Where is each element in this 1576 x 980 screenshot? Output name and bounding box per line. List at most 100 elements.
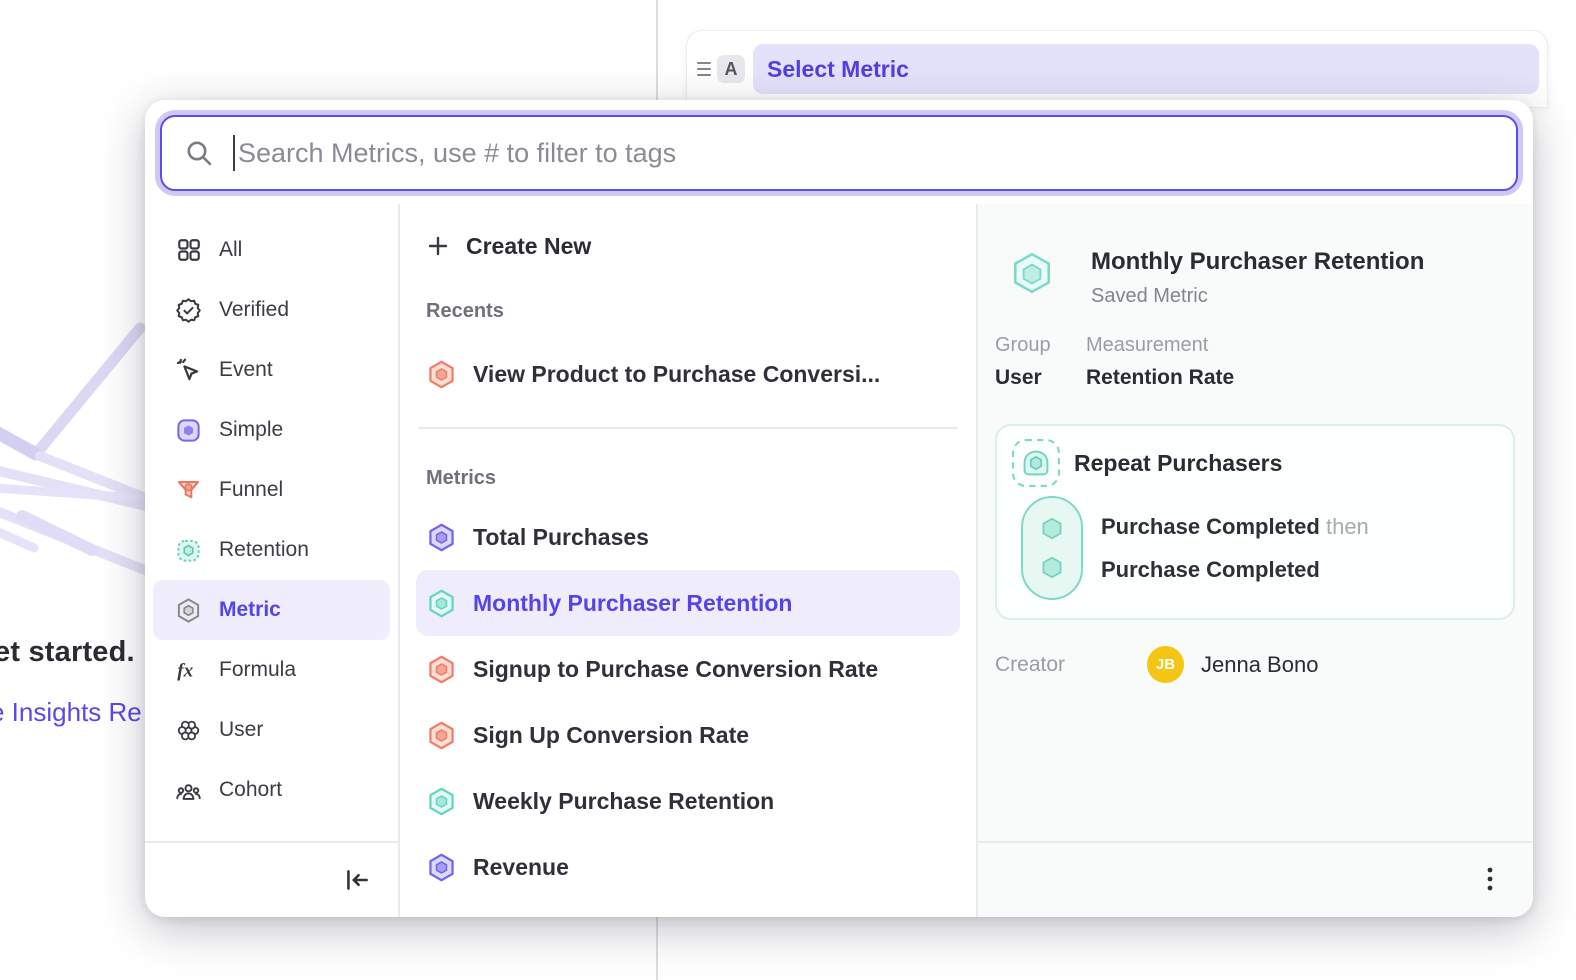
- search-input[interactable]: Search Metrics, use # to filter to tags: [160, 115, 1518, 191]
- sidebar-item-simple[interactable]: Simple: [153, 400, 390, 460]
- list-divider: [418, 427, 958, 429]
- funnel-icon: [175, 477, 202, 504]
- sidebar-item-label: Retention: [219, 538, 309, 562]
- svg-text:fx: fx: [177, 660, 193, 681]
- creator-row: Creator JB Jenna Bono: [995, 646, 1515, 683]
- plus-icon: [426, 234, 450, 258]
- sidebar-item-event[interactable]: Event: [153, 340, 390, 400]
- search-area: Search Metrics, use # to filter to tags: [145, 100, 1533, 191]
- sidebar-item-label: Metric: [219, 598, 281, 622]
- metric-list-column: Create New Recents View Product to Purch…: [400, 204, 978, 917]
- collapse-sidebar-button[interactable]: [342, 865, 372, 895]
- recent-item[interactable]: View Product to Purchase Conversi...: [416, 341, 960, 407]
- metric-bar-card: A Select Metric: [686, 30, 1548, 108]
- sidebar-item-label: All: [219, 238, 242, 262]
- detail-footer: [978, 841, 1533, 917]
- metric-item-label: Sign Up Conversion Rate: [473, 722, 749, 749]
- metric-item-label: Total Purchases: [473, 524, 649, 551]
- simple-borehole-icon: [175, 417, 202, 444]
- background-heading-fragment: et started.: [0, 636, 135, 669]
- cohort-people-icon: [175, 777, 202, 804]
- metric-item-label: Monthly Purchaser Retention: [473, 590, 792, 617]
- series-badge: A: [717, 55, 745, 83]
- formula-fx-icon: fx: [175, 657, 202, 684]
- detail-meta: Group User Measurement Retention Rate: [995, 334, 1515, 390]
- step-event: Purchase Completed: [1101, 514, 1320, 539]
- metric-item-label: Signup to Purchase Conversion Rate: [473, 656, 878, 683]
- screen: et started. e Insights Re A Select Metri…: [0, 0, 1576, 980]
- kebab-menu-button[interactable]: [1483, 865, 1497, 895]
- sidebar-item-funnel[interactable]: Funnel: [153, 460, 390, 520]
- metric-item-total-purchases[interactable]: Total Purchases: [416, 504, 960, 570]
- metric-hexagon-icon-teal: [426, 588, 457, 619]
- grid-icon: [175, 237, 202, 264]
- metric-hexagon-icon-coral: [426, 654, 457, 685]
- create-new-label: Create New: [466, 233, 591, 260]
- saved-metric-hexagon-icon: [1009, 250, 1055, 296]
- metric-hexagon-icon-coral: [426, 359, 457, 390]
- creator-label: Creator: [995, 653, 1147, 677]
- background-link-fragment[interactable]: e Insights Re: [0, 697, 142, 728]
- creator-name: Jenna Bono: [1201, 652, 1318, 678]
- sidebar-item-label: User: [219, 718, 263, 742]
- event-cursor-icon: [175, 357, 202, 384]
- metric-item-label: Revenue: [473, 854, 569, 881]
- group-label: Group: [995, 334, 1086, 357]
- measurement-value: Retention Rate: [1086, 366, 1234, 390]
- metric-item-revenue[interactable]: Revenue: [416, 834, 960, 900]
- collapse-sidebar-icon: [342, 865, 372, 895]
- sidebar-item-label: Funnel: [219, 478, 283, 502]
- metric-detail-panel: Monthly Purchaser Retention Saved Metric…: [978, 204, 1533, 917]
- create-new-button[interactable]: Create New: [416, 218, 960, 274]
- metric-item-label: Weekly Purchase Retention: [473, 788, 774, 815]
- text-cursor: [233, 135, 235, 171]
- select-metric-popover: Search Metrics, use # to filter to tags …: [145, 100, 1533, 917]
- step-hexagon-icon: [1039, 555, 1065, 580]
- verified-badge-icon: [175, 297, 202, 324]
- sidebar-item-verified[interactable]: Verified: [153, 280, 390, 340]
- sidebar-item-label: Formula: [219, 658, 296, 682]
- metric-item-monthly-purchaser-retention[interactable]: Monthly Purchaser Retention: [416, 570, 960, 636]
- sidebar-item-label: Event: [219, 358, 273, 382]
- steps-capsule: [1021, 496, 1083, 600]
- definition-name: Repeat Purchasers: [1074, 450, 1282, 477]
- search-placeholder: Search Metrics, use # to filter to tags: [238, 138, 676, 169]
- sidebar-item-metric[interactable]: Metric: [153, 580, 390, 640]
- metric-hexagon-icon-coral: [426, 720, 457, 751]
- step-hexagon-icon: [1039, 516, 1065, 541]
- detail-title: Monthly Purchaser Retention: [1091, 248, 1424, 276]
- measurement-label: Measurement: [1086, 334, 1234, 357]
- select-metric-label: Select Metric: [767, 56, 909, 83]
- drag-handle-icon[interactable]: [697, 62, 711, 76]
- metric-hexagon-icon-purple: [426, 852, 457, 883]
- step-line-1: Purchase Completed then: [1101, 514, 1369, 540]
- sidebar-footer: [145, 841, 398, 917]
- detail-subtitle: Saved Metric: [1091, 285, 1424, 308]
- metric-item-sign-up-conversion-rate[interactable]: Sign Up Conversion Rate: [416, 702, 960, 768]
- metric-item-weekly-purchase-retention[interactable]: Weekly Purchase Retention: [416, 768, 960, 834]
- step-event: Purchase Completed: [1101, 557, 1320, 582]
- behavior-icon: [1011, 438, 1061, 488]
- avatar: JB: [1147, 646, 1184, 683]
- step-connector: then: [1326, 514, 1369, 539]
- metric-hexagon-icon: [175, 597, 202, 624]
- sidebar-item-all[interactable]: All: [153, 220, 390, 280]
- kebab-menu-icon: [1483, 865, 1497, 895]
- user-cluster-icon: [175, 717, 202, 744]
- sidebar-item-cohort[interactable]: Cohort: [153, 760, 390, 820]
- group-value: User: [995, 366, 1086, 390]
- sidebar-item-label: Simple: [219, 418, 283, 442]
- sidebar-item-user[interactable]: User: [153, 700, 390, 760]
- select-metric-pill[interactable]: Select Metric: [753, 44, 1539, 94]
- step-line-2: Purchase Completed: [1101, 557, 1369, 583]
- metric-item-signup-to-purchase-conversion-rate[interactable]: Signup to Purchase Conversion Rate: [416, 636, 960, 702]
- sidebar-item-formula[interactable]: fx Formula: [153, 640, 390, 700]
- metrics-header: Metrics: [416, 467, 960, 490]
- metric-definition-card: Repeat Purchasers: [995, 424, 1515, 620]
- sidebar-item-retention[interactable]: Retention: [153, 520, 390, 580]
- recent-item-label: View Product to Purchase Conversi...: [473, 361, 880, 388]
- retention-icon: [175, 537, 202, 564]
- metric-hexagon-icon-teal: [426, 786, 457, 817]
- sidebar-item-label: Verified: [219, 298, 289, 322]
- sidebar-item-label: Cohort: [219, 778, 282, 802]
